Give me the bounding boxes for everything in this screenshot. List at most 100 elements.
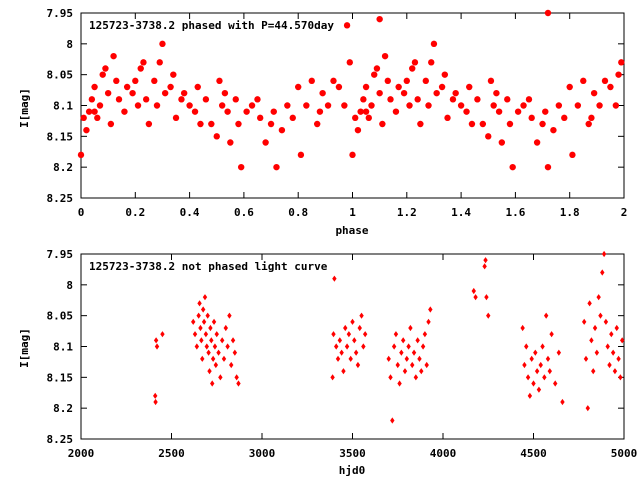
data-point bbox=[194, 83, 201, 91]
data-point bbox=[153, 392, 158, 399]
data-point bbox=[490, 102, 497, 109]
data-point bbox=[426, 318, 431, 325]
data-point bbox=[221, 89, 229, 97]
data-point bbox=[588, 114, 595, 122]
data-point bbox=[619, 337, 625, 344]
data-point bbox=[145, 120, 153, 128]
data-point bbox=[160, 331, 165, 338]
data-point bbox=[91, 83, 98, 91]
data-point bbox=[603, 318, 609, 325]
phased-x-axis-label: phase bbox=[335, 224, 368, 237]
data-point bbox=[420, 343, 426, 350]
data-point bbox=[153, 337, 159, 344]
data-point bbox=[487, 77, 495, 85]
data-point bbox=[482, 263, 487, 270]
data-point bbox=[332, 275, 337, 282]
data-point bbox=[153, 398, 158, 406]
data-point bbox=[254, 96, 261, 103]
data-point bbox=[236, 380, 241, 387]
data-point bbox=[425, 102, 432, 109]
data-point bbox=[218, 374, 223, 381]
data-point bbox=[214, 331, 219, 338]
data-point bbox=[484, 294, 489, 301]
data-point bbox=[438, 83, 446, 91]
data-point bbox=[330, 77, 337, 85]
unphased-data-points bbox=[153, 250, 625, 424]
data-point bbox=[430, 40, 438, 48]
x-tick-label: 1 bbox=[349, 206, 356, 219]
data-point bbox=[395, 361, 400, 369]
data-point bbox=[201, 318, 207, 325]
x-tick-label: 0 bbox=[78, 206, 85, 219]
data-point bbox=[400, 337, 406, 344]
data-point bbox=[192, 331, 198, 338]
data-point bbox=[134, 102, 142, 109]
data-point bbox=[191, 318, 196, 325]
data-point bbox=[197, 300, 202, 307]
y-tick-label: 8.25 bbox=[47, 192, 74, 205]
data-point bbox=[495, 108, 503, 115]
data-point bbox=[406, 343, 411, 350]
data-point bbox=[295, 83, 302, 91]
data-point bbox=[390, 417, 395, 424]
data-point bbox=[368, 102, 375, 109]
data-point bbox=[388, 374, 393, 381]
data-point bbox=[225, 343, 230, 350]
x-tick-label: 1.6 bbox=[505, 206, 525, 219]
data-point bbox=[616, 355, 621, 362]
data-point bbox=[598, 312, 603, 319]
data-point bbox=[314, 120, 321, 128]
data-point bbox=[335, 83, 343, 91]
x-tick-label: 4000 bbox=[430, 447, 457, 460]
data-point bbox=[441, 71, 449, 78]
data-point bbox=[319, 89, 326, 97]
phased-y-axis-label: I[mag] bbox=[18, 88, 31, 128]
data-point bbox=[178, 96, 185, 103]
y-tick-label: 8.15 bbox=[47, 371, 74, 384]
data-point bbox=[212, 343, 218, 350]
unphased-x-axis-label: hjd0 bbox=[339, 464, 366, 477]
data-point bbox=[403, 77, 410, 85]
data-point bbox=[362, 83, 370, 91]
data-point bbox=[414, 96, 421, 103]
data-point bbox=[387, 96, 394, 103]
data-point bbox=[102, 65, 109, 72]
x-tick-label: 3500 bbox=[339, 447, 366, 460]
data-point bbox=[361, 343, 366, 350]
data-point bbox=[229, 361, 234, 369]
data-point bbox=[354, 126, 362, 134]
data-point bbox=[466, 83, 473, 91]
data-point bbox=[618, 374, 623, 381]
data-point bbox=[386, 355, 391, 362]
data-point bbox=[514, 108, 522, 115]
x-tick-label: 3000 bbox=[249, 447, 276, 460]
data-point bbox=[289, 114, 296, 122]
data-point bbox=[235, 120, 242, 128]
data-point bbox=[583, 355, 589, 362]
data-point bbox=[610, 349, 616, 356]
x-tick-label: 1.8 bbox=[560, 206, 580, 219]
data-point bbox=[196, 312, 201, 319]
data-point bbox=[218, 102, 226, 109]
phased-x-ticks: 0 0.2 0.4 0.6 0.8 1 1.2 1.4 1.6 1.8 2 bbox=[78, 13, 627, 219]
data-point bbox=[362, 108, 370, 115]
data-point bbox=[227, 139, 234, 146]
x-tick-label: 0.4 bbox=[180, 206, 200, 219]
data-point bbox=[520, 324, 525, 332]
data-point bbox=[344, 343, 350, 350]
data-point bbox=[140, 59, 147, 66]
data-point bbox=[339, 349, 344, 356]
data-point bbox=[262, 139, 269, 146]
data-point bbox=[609, 331, 614, 338]
x-tick-label: 1.2 bbox=[397, 206, 417, 219]
data-point bbox=[471, 287, 476, 295]
data-point bbox=[359, 312, 364, 319]
y-tick-label: 8.25 bbox=[47, 433, 74, 446]
data-point bbox=[525, 374, 531, 381]
data-point bbox=[538, 361, 543, 369]
data-point bbox=[348, 355, 353, 362]
y-tick-label: 7.95 bbox=[47, 7, 74, 20]
phased-y-ticks: 7.95 8 8.05 8.1 8.15 8.2 8.25 bbox=[47, 7, 624, 205]
data-point bbox=[202, 96, 210, 103]
